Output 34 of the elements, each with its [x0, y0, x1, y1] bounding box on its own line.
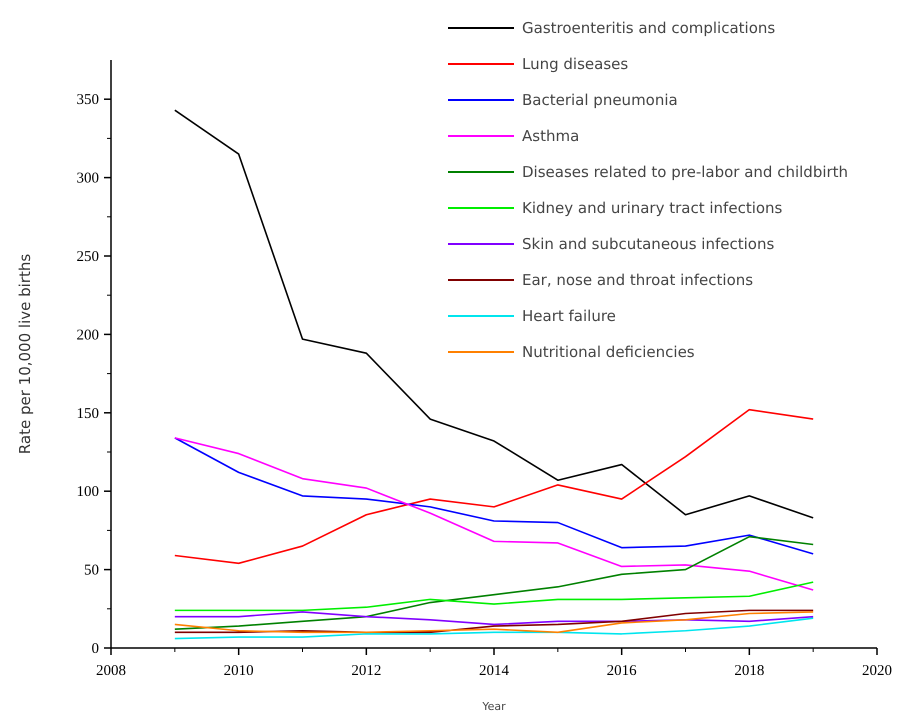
line-series [174, 408, 814, 564]
legend-label: Heart failure [522, 307, 616, 325]
line-series [174, 437, 814, 555]
y-axis-title: Rate per 10,000 live births [16, 254, 34, 454]
y-tick-label: 350 [76, 92, 99, 108]
legend-label: Bacterial pneumonia [522, 91, 678, 109]
x-tick-label: 2018 [734, 663, 764, 679]
legend-label: Lung diseases [522, 55, 628, 73]
y-tick-label: 0 [92, 641, 99, 657]
legend-label: Skin and subcutaneous infections [522, 235, 774, 253]
x-axis-title: Year [481, 700, 506, 713]
x-tick-label: 2020 [862, 663, 892, 679]
y-tick-label: 150 [76, 406, 99, 422]
line-series [174, 437, 814, 591]
line-series [174, 536, 814, 630]
x-tick-label: 2012 [351, 663, 382, 679]
legend-label: Gastroenteritis and complications [522, 19, 776, 37]
y-tick-label: 100 [76, 484, 99, 500]
x-tick-label: 2008 [96, 663, 126, 679]
y-tick-label: 250 [76, 249, 99, 265]
x-tick-label: 2010 [224, 663, 254, 679]
y-tick-label: 50 [84, 562, 99, 579]
legend-label: Ear, nose and throat infections [522, 271, 754, 289]
legend-label: Kidney and urinary tract infections [522, 199, 783, 217]
line-series [174, 611, 814, 626]
y-tick-label: 200 [76, 327, 99, 344]
x-tick-label: 2016 [606, 663, 638, 679]
line-series [174, 581, 814, 612]
legend-label: Nutritional deficiencies [522, 343, 695, 361]
legend-label: Diseases related to pre-labor and childbirth [522, 163, 848, 181]
y-tick-label: 300 [76, 170, 99, 187]
line-series [174, 617, 814, 640]
legend-label: Asthma [522, 127, 580, 145]
x-tick-label: 2014 [479, 663, 510, 679]
